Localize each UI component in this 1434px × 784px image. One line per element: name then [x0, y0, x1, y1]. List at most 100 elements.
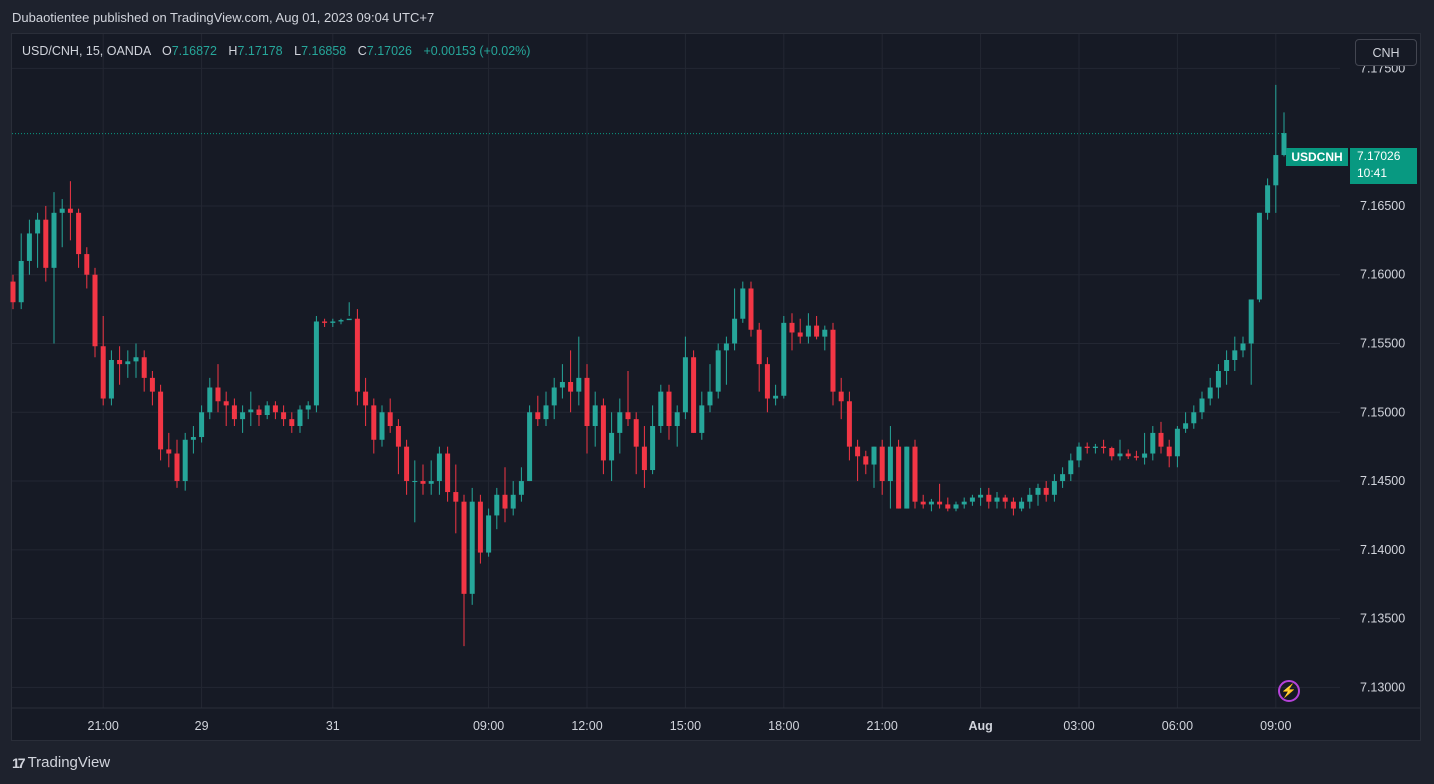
candle [92, 267, 98, 358]
high-value: 7.17178 [237, 44, 283, 58]
candle [363, 377, 369, 427]
x-tick-label: 21:00 [867, 719, 898, 733]
candle [108, 350, 114, 406]
candle-body [166, 449, 172, 454]
candle-body [748, 288, 754, 330]
price-tag-price: 7.17026 [1357, 149, 1401, 163]
candle-body [1043, 487, 1049, 495]
candle-body [1281, 133, 1287, 156]
candle-body [108, 359, 114, 399]
price-tag-symbol: USDCNH [1286, 148, 1348, 166]
candle [379, 405, 385, 447]
candle-body [707, 391, 713, 406]
y-tick-label: 7.15500 [1360, 336, 1405, 350]
candle [281, 405, 287, 427]
candle-body [461, 501, 467, 594]
candle [313, 315, 319, 413]
candle [551, 377, 557, 420]
candle-body [1174, 428, 1180, 457]
candle [781, 315, 787, 399]
candle-body [691, 357, 697, 433]
candle-body [945, 504, 951, 509]
candle [461, 494, 467, 647]
open-label: O [162, 44, 172, 58]
candle [1010, 497, 1016, 516]
candle [215, 364, 221, 413]
candle-body [502, 494, 508, 509]
candle [1109, 446, 1115, 461]
candle [682, 336, 688, 420]
candle-body [1256, 212, 1262, 300]
candle-body [559, 382, 565, 388]
candle [256, 405, 262, 427]
candle-body [1158, 432, 1164, 447]
candle-body [149, 377, 155, 392]
candle-body [904, 446, 910, 509]
candle [633, 412, 639, 475]
candle-body [600, 405, 606, 461]
candle-body [773, 395, 779, 399]
low-value: 7.16858 [301, 44, 347, 58]
candle-body [174, 453, 180, 482]
candle [609, 412, 615, 482]
candle-body [969, 497, 975, 502]
currency-button[interactable]: CNH [1355, 39, 1417, 66]
candle [1051, 474, 1057, 502]
candle-body [199, 412, 205, 438]
candle-body [699, 405, 705, 433]
candle [117, 346, 123, 385]
change-value: +0.00153 (+0.02%) [423, 44, 531, 58]
candle-body [133, 357, 139, 362]
close-value: 7.17026 [366, 44, 412, 58]
candle-body [1273, 155, 1279, 186]
candle [830, 322, 836, 406]
candle-body [469, 501, 475, 594]
high-label: H [228, 44, 238, 58]
candle [559, 364, 565, 399]
candle [1183, 412, 1189, 433]
candle-body [822, 329, 828, 337]
candle-body [1002, 497, 1008, 502]
candle-body [543, 405, 549, 420]
candle-body [59, 208, 65, 213]
candle [978, 487, 984, 506]
candle-body [404, 446, 410, 482]
candle [764, 357, 770, 413]
candle [732, 288, 738, 351]
candle-body [281, 412, 287, 420]
candle-body [986, 494, 992, 502]
tradingview-brand[interactable]: 17 TradingView [12, 754, 110, 771]
candle [51, 192, 57, 344]
lightning-icon[interactable]: ⚡ [1278, 680, 1300, 702]
candle-body [863, 456, 869, 465]
candle-body [305, 405, 311, 410]
candle [272, 401, 278, 420]
candle [789, 313, 795, 351]
candle-body [1240, 343, 1246, 351]
candle-body [855, 446, 861, 457]
candle [641, 426, 647, 488]
candle [141, 350, 147, 392]
x-tick-label: 06:00 [1162, 719, 1193, 733]
candle [855, 439, 861, 482]
candle [1273, 84, 1279, 213]
candle [674, 405, 680, 447]
candle [748, 281, 754, 337]
candle-body [920, 501, 926, 505]
candle [387, 398, 393, 433]
candle [10, 274, 16, 310]
candle [945, 497, 951, 512]
candle [650, 405, 656, 475]
candle [600, 398, 606, 475]
candle-body [740, 288, 746, 319]
candle [1240, 336, 1246, 358]
candle [1248, 299, 1254, 385]
candle [838, 377, 844, 420]
candle [994, 492, 1000, 509]
candle [223, 391, 229, 427]
candle-body [158, 391, 164, 450]
candle [477, 494, 483, 564]
candle [436, 446, 442, 495]
candle-body [633, 419, 639, 447]
